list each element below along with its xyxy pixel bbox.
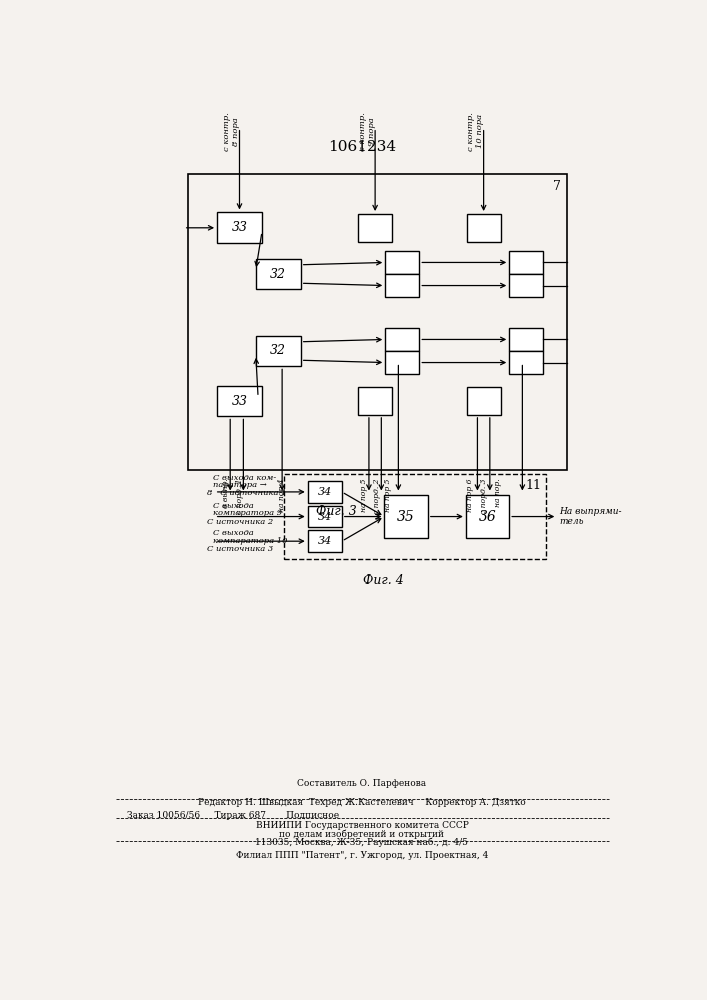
Bar: [385, 351, 419, 374]
Bar: [509, 351, 543, 374]
Bar: [509, 274, 543, 297]
Bar: [187, 174, 567, 470]
Text: 113035, Москва, Ж-35, Раушская наб., д. 4/5: 113035, Москва, Ж-35, Раушская наб., д. …: [255, 838, 469, 847]
Text: с контр.
10 пора: с контр. 10 пора: [467, 112, 484, 151]
Text: паратора →: паратора →: [213, 481, 267, 489]
Bar: [308, 530, 341, 552]
Text: с порд. 1: с порд. 1: [235, 478, 243, 514]
Bar: [256, 336, 300, 366]
Text: Редактор Н. Швыдкая  Техред Ж.Кастелевич    Корректор А. Дзятко: Редактор Н. Швыдкая Техред Ж.Кастелевич …: [198, 798, 526, 807]
Text: 33: 33: [231, 221, 247, 234]
Bar: [358, 214, 392, 242]
Bar: [385, 495, 428, 538]
Text: 32: 32: [270, 344, 286, 358]
Text: 34: 34: [317, 512, 332, 522]
Text: с контр.
9 пора: с контр. 9 пора: [358, 112, 376, 151]
Text: компаратора 9: компаратора 9: [213, 509, 282, 517]
Text: с порд. 2: с порд. 2: [373, 478, 380, 514]
Bar: [308, 506, 341, 527]
Text: 8   С источника 1: 8 С источника 1: [207, 489, 286, 497]
Text: С источника 3: С источника 3: [207, 545, 273, 553]
Bar: [385, 328, 419, 351]
Text: на пор 6: на пор 6: [466, 478, 474, 512]
Text: Фиг. 3: Фиг. 3: [316, 505, 357, 518]
Text: в выпр.: в выпр.: [221, 478, 230, 508]
Text: 34: 34: [317, 536, 332, 546]
Text: С источника 2: С источника 2: [207, 518, 273, 526]
Text: С выхода: С выхода: [213, 502, 254, 510]
Bar: [284, 474, 546, 559]
Text: 34: 34: [317, 487, 332, 497]
Bar: [217, 386, 262, 416]
Text: с порд. 3: с порд. 3: [479, 478, 488, 514]
Text: на пор 4: на пор 4: [278, 478, 286, 512]
Text: 32: 32: [270, 267, 286, 280]
Text: На выпрями-: На выпрями-: [559, 507, 622, 516]
Text: компаратора 10: компаратора 10: [213, 537, 288, 545]
Text: С выхода ком-: С выхода ком-: [213, 474, 276, 482]
Bar: [467, 214, 501, 242]
Bar: [385, 274, 419, 297]
Text: по делам изобретений и открытий: по делам изобретений и открытий: [279, 829, 445, 839]
Text: 36: 36: [479, 510, 496, 524]
Bar: [509, 328, 543, 351]
Text: Составитель О. Парфенова: Составитель О. Парфенова: [298, 779, 426, 788]
Bar: [308, 481, 341, 503]
Text: с контр.
8 пора: с контр. 8 пора: [223, 112, 240, 151]
Text: на пор 5: на пор 5: [359, 478, 368, 512]
Text: Филиал ППП "Патент", г. Ужгород, ул. Проектная, 4: Филиал ППП "Патент", г. Ужгород, ул. Про…: [235, 852, 488, 860]
Text: Фиг. 4: Фиг. 4: [363, 574, 403, 587]
Text: на пор.: на пор.: [493, 478, 501, 507]
Text: тель: тель: [559, 517, 584, 526]
Text: ВНИИПИ Государственного комитета СССР: ВНИИПИ Государственного комитета СССР: [255, 821, 469, 830]
Bar: [509, 251, 543, 274]
Bar: [467, 387, 501, 415]
Text: 7: 7: [554, 180, 561, 193]
Bar: [358, 387, 392, 415]
Bar: [385, 251, 419, 274]
Text: С выхода: С выхода: [213, 529, 254, 537]
Bar: [466, 495, 509, 538]
Text: 33: 33: [231, 395, 247, 408]
Text: Заказ 10056/56     Тираж 687       Подписное: Заказ 10056/56 Тираж 687 Подписное: [127, 811, 339, 820]
Text: 35: 35: [397, 510, 415, 524]
Text: 11: 11: [525, 479, 541, 492]
Text: на пор 5: на пор 5: [383, 478, 392, 512]
Bar: [217, 212, 262, 243]
Bar: [256, 259, 300, 289]
Text: 1061234: 1061234: [328, 140, 396, 154]
